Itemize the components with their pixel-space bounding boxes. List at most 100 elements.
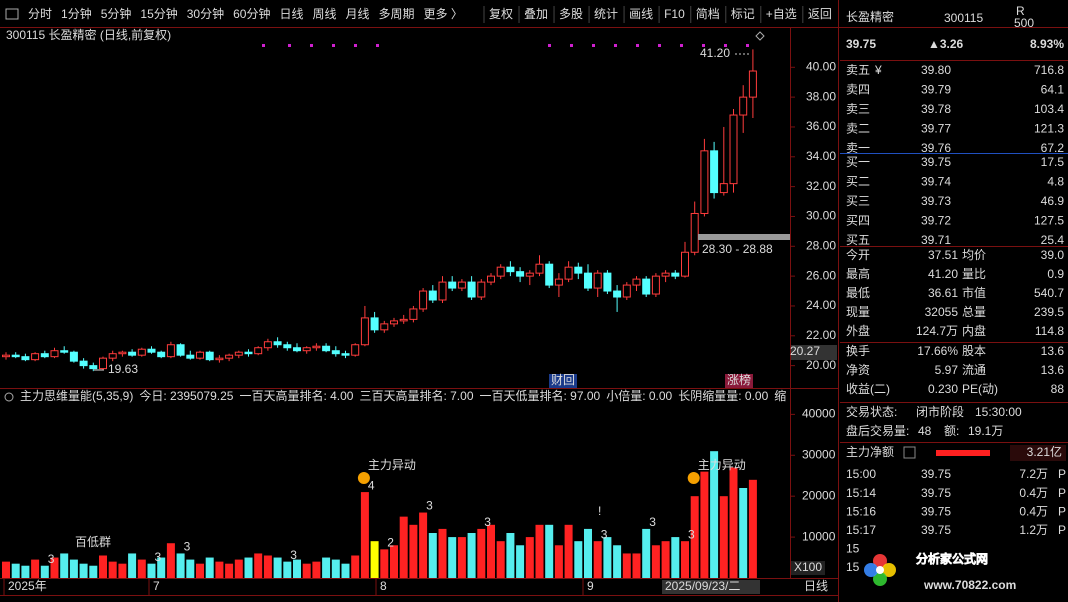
stat-label: 今开 bbox=[846, 247, 870, 262]
signal-dot bbox=[570, 44, 573, 47]
toolbar-button[interactable]: 画线 bbox=[629, 7, 653, 21]
signal-label: 主力异动 bbox=[368, 458, 416, 472]
signal-label: 主力异动 bbox=[698, 458, 746, 472]
toolbar-button[interactable]: 叠加 bbox=[524, 7, 548, 21]
volume-bar bbox=[205, 557, 214, 578]
volume-bar bbox=[273, 557, 282, 578]
candle-body bbox=[409, 308, 418, 320]
book-label: 买五 bbox=[846, 233, 870, 247]
trade-flag: P bbox=[1058, 467, 1066, 481]
toolbar-button[interactable]: 复权 bbox=[489, 7, 513, 21]
diamond-icon bbox=[755, 31, 765, 41]
y-tick-label: 40000 bbox=[802, 407, 836, 421]
tab[interactable]: 60分钟 bbox=[233, 6, 270, 21]
time-label: 7 bbox=[153, 579, 160, 593]
volume-bar bbox=[710, 451, 719, 578]
book-label: 卖四 bbox=[846, 83, 870, 97]
candle-body bbox=[147, 348, 156, 353]
tab[interactable]: 周线 bbox=[312, 7, 336, 21]
toolbar-button[interactable]: +自选 bbox=[766, 7, 797, 21]
candle-body bbox=[719, 183, 728, 194]
candle-body bbox=[60, 350, 69, 353]
book-price: 39.80 bbox=[921, 63, 951, 77]
trade-flag: P bbox=[1058, 523, 1066, 537]
candle-body bbox=[535, 263, 544, 274]
book-price: 39.73 bbox=[921, 194, 951, 208]
toolbar-button[interactable]: 返回 bbox=[808, 7, 832, 21]
tab[interactable]: 30分钟 bbox=[187, 6, 224, 21]
high-label: 41.20 bbox=[700, 46, 730, 60]
trade-volume: 0.4万 bbox=[1019, 504, 1048, 518]
candle-body bbox=[613, 290, 622, 298]
tab[interactable]: 月线 bbox=[346, 7, 370, 21]
stat-value: 39.0 bbox=[1041, 248, 1065, 262]
volume-bar bbox=[360, 492, 369, 578]
stat-value: 124.7万 bbox=[916, 324, 958, 338]
book-volume: 716.8 bbox=[1034, 63, 1064, 77]
signal-dot bbox=[332, 44, 335, 47]
candle-body bbox=[729, 114, 738, 185]
volume-bar bbox=[157, 557, 166, 578]
stat-value: 239.5 bbox=[1034, 305, 1064, 319]
stat-label: 现量 bbox=[846, 305, 870, 319]
volume-bar bbox=[60, 553, 69, 578]
y-tick-label: 20.00 bbox=[806, 358, 836, 372]
signal-dot bbox=[702, 44, 705, 47]
toolbar-button[interactable]: 简档 bbox=[696, 7, 720, 21]
tab[interactable]: 更多 〉 bbox=[424, 7, 463, 21]
signal-dot bbox=[592, 44, 595, 47]
candle-body bbox=[700, 150, 709, 214]
book-volume: 67.2 bbox=[1041, 141, 1065, 155]
candle-body bbox=[137, 348, 146, 356]
tab[interactable]: 分时 bbox=[28, 7, 52, 21]
stock-name: 长盈精密 bbox=[846, 9, 894, 24]
stat-label: 流通 bbox=[962, 363, 986, 377]
stat-value: 0.230 bbox=[928, 382, 958, 396]
candle-body bbox=[31, 353, 40, 361]
toolbar-button[interactable]: 统计 bbox=[594, 7, 618, 21]
tab[interactable]: 1分钟 bbox=[61, 6, 92, 21]
signal-label: 百低群 bbox=[75, 535, 111, 549]
volume-bar bbox=[554, 545, 563, 578]
candle-body bbox=[293, 347, 301, 352]
candle-body bbox=[690, 212, 699, 253]
indicator-header: 一百天低量排名: 97.00 bbox=[480, 388, 601, 403]
volume-bar bbox=[438, 528, 447, 578]
tab[interactable]: 5分钟 bbox=[101, 6, 132, 21]
book-label: 买二 bbox=[846, 175, 870, 189]
tab[interactable]: 多周期 bbox=[379, 7, 415, 21]
trade-status: 闭市阶段 bbox=[916, 404, 964, 419]
volume-bar bbox=[176, 553, 185, 578]
tab[interactable]: 日线 bbox=[279, 7, 303, 21]
volume-bar bbox=[89, 565, 98, 578]
volume-bar bbox=[331, 559, 340, 578]
stat-value: 5.97 bbox=[935, 363, 959, 377]
candle-body bbox=[40, 353, 49, 358]
stat-value: 37.51 bbox=[928, 248, 958, 262]
toolbar-button[interactable]: 多股 bbox=[559, 7, 583, 21]
event-tag[interactable]: 财回 bbox=[551, 373, 575, 387]
tab[interactable]: 15分钟 bbox=[140, 6, 177, 21]
candle-body bbox=[186, 354, 195, 359]
volume-bar bbox=[234, 559, 243, 578]
time-label: 8 bbox=[380, 579, 387, 593]
logo-petal bbox=[864, 563, 878, 577]
volume-bar bbox=[477, 528, 486, 578]
candle-body bbox=[681, 251, 689, 277]
toolbar-button[interactable]: F10 bbox=[664, 7, 685, 21]
period-label[interactable]: 日线 bbox=[804, 579, 828, 593]
candle-body bbox=[128, 351, 137, 356]
book-label: 买一 bbox=[846, 155, 870, 169]
volume-marker: 3 bbox=[290, 548, 297, 562]
event-tag[interactable]: 涨榜 bbox=[727, 372, 751, 387]
toolbar-button[interactable]: 标记 bbox=[731, 7, 755, 21]
stat-value: 540.7 bbox=[1034, 286, 1064, 300]
candle-body bbox=[11, 354, 20, 358]
signal-dot bbox=[310, 44, 313, 47]
volume-bar bbox=[545, 524, 554, 578]
volume-bar bbox=[535, 524, 544, 578]
signal-dot bbox=[262, 44, 265, 47]
candle-body bbox=[302, 347, 311, 352]
menu-icon[interactable] bbox=[5, 8, 19, 20]
candle-body bbox=[477, 281, 486, 298]
